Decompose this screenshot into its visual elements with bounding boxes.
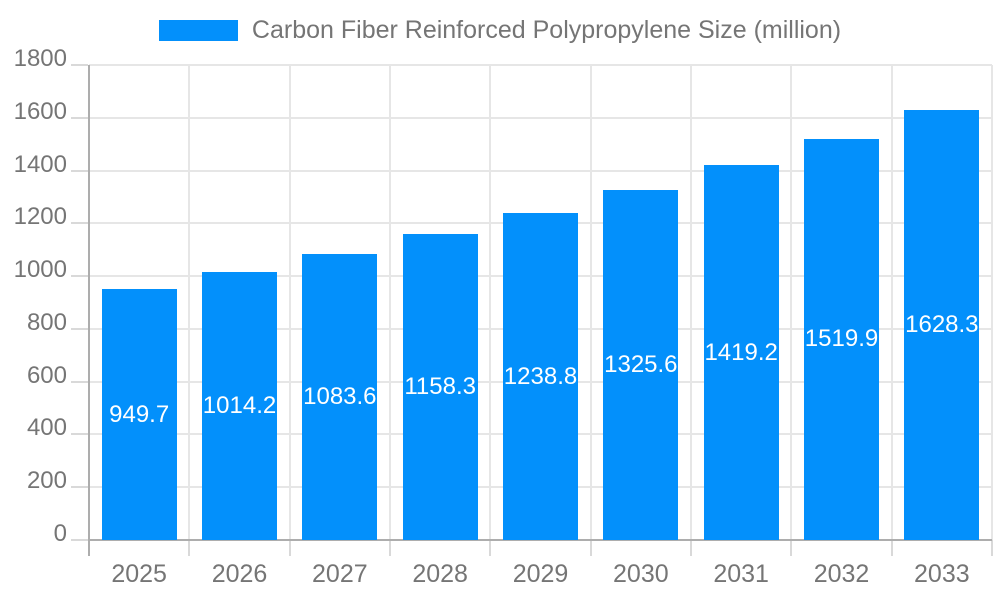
bar-2025[interactable] xyxy=(101,289,177,540)
gridline-horizontal xyxy=(89,169,992,172)
bar-value-label: 1238.8 xyxy=(503,362,578,390)
x-axis-label: 2031 xyxy=(713,560,769,588)
y-axis-label: 1400 xyxy=(13,150,67,178)
y-axis-label: 0 xyxy=(53,520,67,547)
y-axis-label: 1000 xyxy=(13,256,67,284)
gridline-horizontal xyxy=(89,64,992,66)
y-axis-label: 400 xyxy=(26,414,67,442)
bar-2028[interactable] xyxy=(402,234,478,540)
x-axis-tick xyxy=(288,540,291,556)
bar-value-label: 1158.3 xyxy=(404,373,476,401)
x-axis-label: 2030 xyxy=(613,560,669,588)
x-axis-label: 2029 xyxy=(512,560,569,588)
x-axis-tick xyxy=(790,540,793,556)
bar-value-label: 1519.9 xyxy=(804,325,879,353)
x-axis-tick xyxy=(589,540,592,556)
bar-value-label: 1628.3 xyxy=(905,311,979,339)
gridline-vertical xyxy=(589,65,592,540)
legend-swatch-icon xyxy=(158,19,238,41)
x-axis-tick xyxy=(690,540,692,556)
gridline-vertical xyxy=(188,65,191,540)
bar-2026[interactable] xyxy=(202,272,277,540)
bar-value-label: 1325.6 xyxy=(604,351,678,379)
x-axis-label: 2033 xyxy=(914,560,970,588)
bar-2033[interactable] xyxy=(904,110,980,540)
gridline-vertical xyxy=(288,65,291,540)
x-axis-tick xyxy=(188,540,191,556)
bar-value-label: 1419.2 xyxy=(704,338,778,366)
gridline-horizontal xyxy=(89,116,992,119)
y-axis-line xyxy=(88,65,90,556)
x-axis-tick xyxy=(991,540,993,556)
x-axis-tick xyxy=(890,540,893,556)
bar-value-label: 1083.6 xyxy=(303,383,377,411)
bar-2030[interactable] xyxy=(603,190,679,540)
y-axis-label: 600 xyxy=(26,361,67,389)
x-axis-tick xyxy=(389,540,391,556)
y-axis-label: 1200 xyxy=(13,203,67,231)
y-axis-tick xyxy=(71,275,88,278)
y-axis-label: 1600 xyxy=(13,97,67,125)
gridline-vertical xyxy=(489,65,492,540)
y-axis-label: 200 xyxy=(26,467,67,495)
bar-2029[interactable] xyxy=(503,213,578,540)
bar-2031[interactable] xyxy=(703,165,779,540)
y-axis-tick xyxy=(71,539,88,541)
x-axis-tick xyxy=(489,540,492,556)
x-axis-label: 2026 xyxy=(211,560,268,588)
gridline-vertical xyxy=(690,65,692,540)
legend-label: Carbon Fiber Reinforced Polypropylene Si… xyxy=(251,15,842,44)
x-axis-label: 2028 xyxy=(412,560,468,588)
y-axis-tick xyxy=(71,169,88,172)
x-axis-label: 2032 xyxy=(813,560,870,588)
y-axis-tick xyxy=(71,64,88,66)
y-axis-tick xyxy=(71,486,88,489)
y-axis-tick xyxy=(71,433,88,436)
x-axis-label: 2027 xyxy=(312,560,368,588)
y-axis-tick xyxy=(71,116,88,119)
y-axis-tick xyxy=(71,327,88,330)
legend-item[interactable]: Carbon Fiber Reinforced Polypropylene Si… xyxy=(158,15,842,45)
gridline-vertical xyxy=(890,65,893,540)
gridline-vertical xyxy=(790,65,793,540)
gridline-vertical xyxy=(991,65,993,540)
y-axis-tick xyxy=(71,222,88,225)
gridline-vertical xyxy=(389,65,391,540)
x-axis-line xyxy=(88,539,992,541)
bar-2032[interactable] xyxy=(804,138,879,540)
x-axis-label: 2025 xyxy=(111,560,167,588)
y-axis-label: 800 xyxy=(26,308,67,336)
y-axis-tick xyxy=(71,380,88,383)
bar-value-label: 1014.2 xyxy=(202,392,277,420)
bar-value-label: 949.7 xyxy=(109,400,170,428)
legend: Carbon Fiber Reinforced Polypropylene Si… xyxy=(0,15,1000,45)
bar-2027[interactable] xyxy=(302,254,378,540)
y-axis-label: 1800 xyxy=(13,45,67,72)
